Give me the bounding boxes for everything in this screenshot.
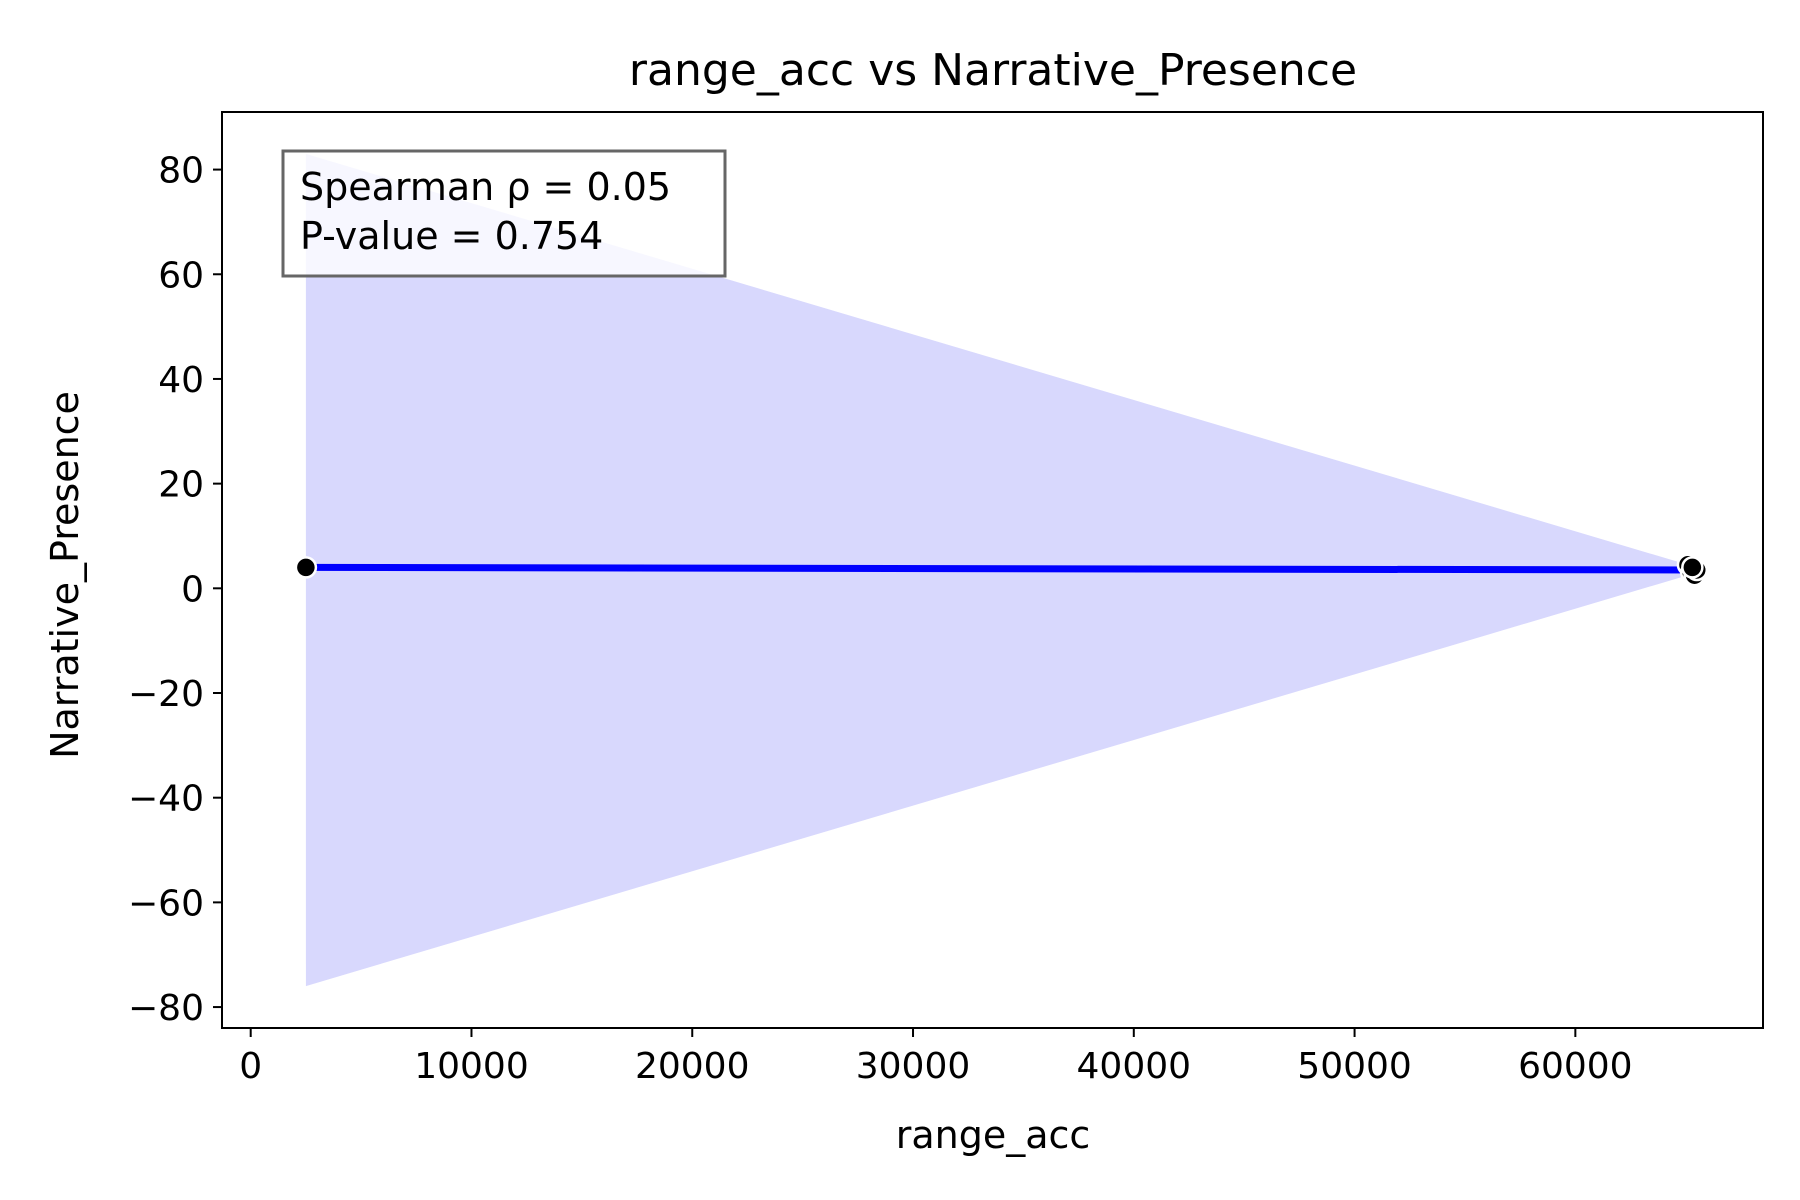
y-tick-label: −40 xyxy=(128,779,204,820)
y-tick-label: 20 xyxy=(158,465,204,506)
stats-annotation-box: Spearman ρ = 0.05 P-value = 0.754 xyxy=(281,149,727,278)
x-axis-title: range_acc xyxy=(896,1113,1091,1157)
x-axis-ticks: 0 10000 20000 30000 40000 50000 60000 xyxy=(239,1028,1633,1087)
x-tick-label: 60000 xyxy=(1518,1046,1633,1087)
y-tick-label: −60 xyxy=(128,883,204,924)
x-tick-label: 50000 xyxy=(1297,1046,1412,1087)
y-axis-ticks: −80 −60 −40 −20 0 20 40 60 80 xyxy=(128,151,222,1029)
x-tick-label: 20000 xyxy=(635,1046,750,1087)
y-tick-label: 0 xyxy=(181,569,204,610)
stats-box-frame xyxy=(281,149,727,278)
y-tick-label: 40 xyxy=(158,360,204,401)
y-tick-label: −20 xyxy=(128,674,204,715)
regression-line-layer xyxy=(302,563,1701,574)
y-tick-label: 80 xyxy=(158,151,204,192)
data-point xyxy=(294,556,318,579)
y-axis-title: Narrative_Presence xyxy=(43,391,87,759)
plot-area-frame xyxy=(221,111,1764,1029)
regression-line xyxy=(302,563,1701,574)
x-tick-label: 10000 xyxy=(414,1046,529,1087)
scatter-points-layer xyxy=(294,553,1709,587)
spearman-rho-text: Spearman ρ = 0.05 xyxy=(300,165,671,209)
chart-title: range_acc vs Narrative_Presence xyxy=(629,45,1357,96)
x-tick-label: 0 xyxy=(239,1046,262,1087)
data-point xyxy=(1681,556,1704,579)
x-tick-label: 40000 xyxy=(1077,1046,1192,1087)
p-value-text: P-value = 0.754 xyxy=(300,214,603,258)
y-tick-label: −80 xyxy=(128,988,204,1029)
x-tick-label: 30000 xyxy=(856,1046,971,1087)
y-tick-label: 60 xyxy=(158,255,204,296)
